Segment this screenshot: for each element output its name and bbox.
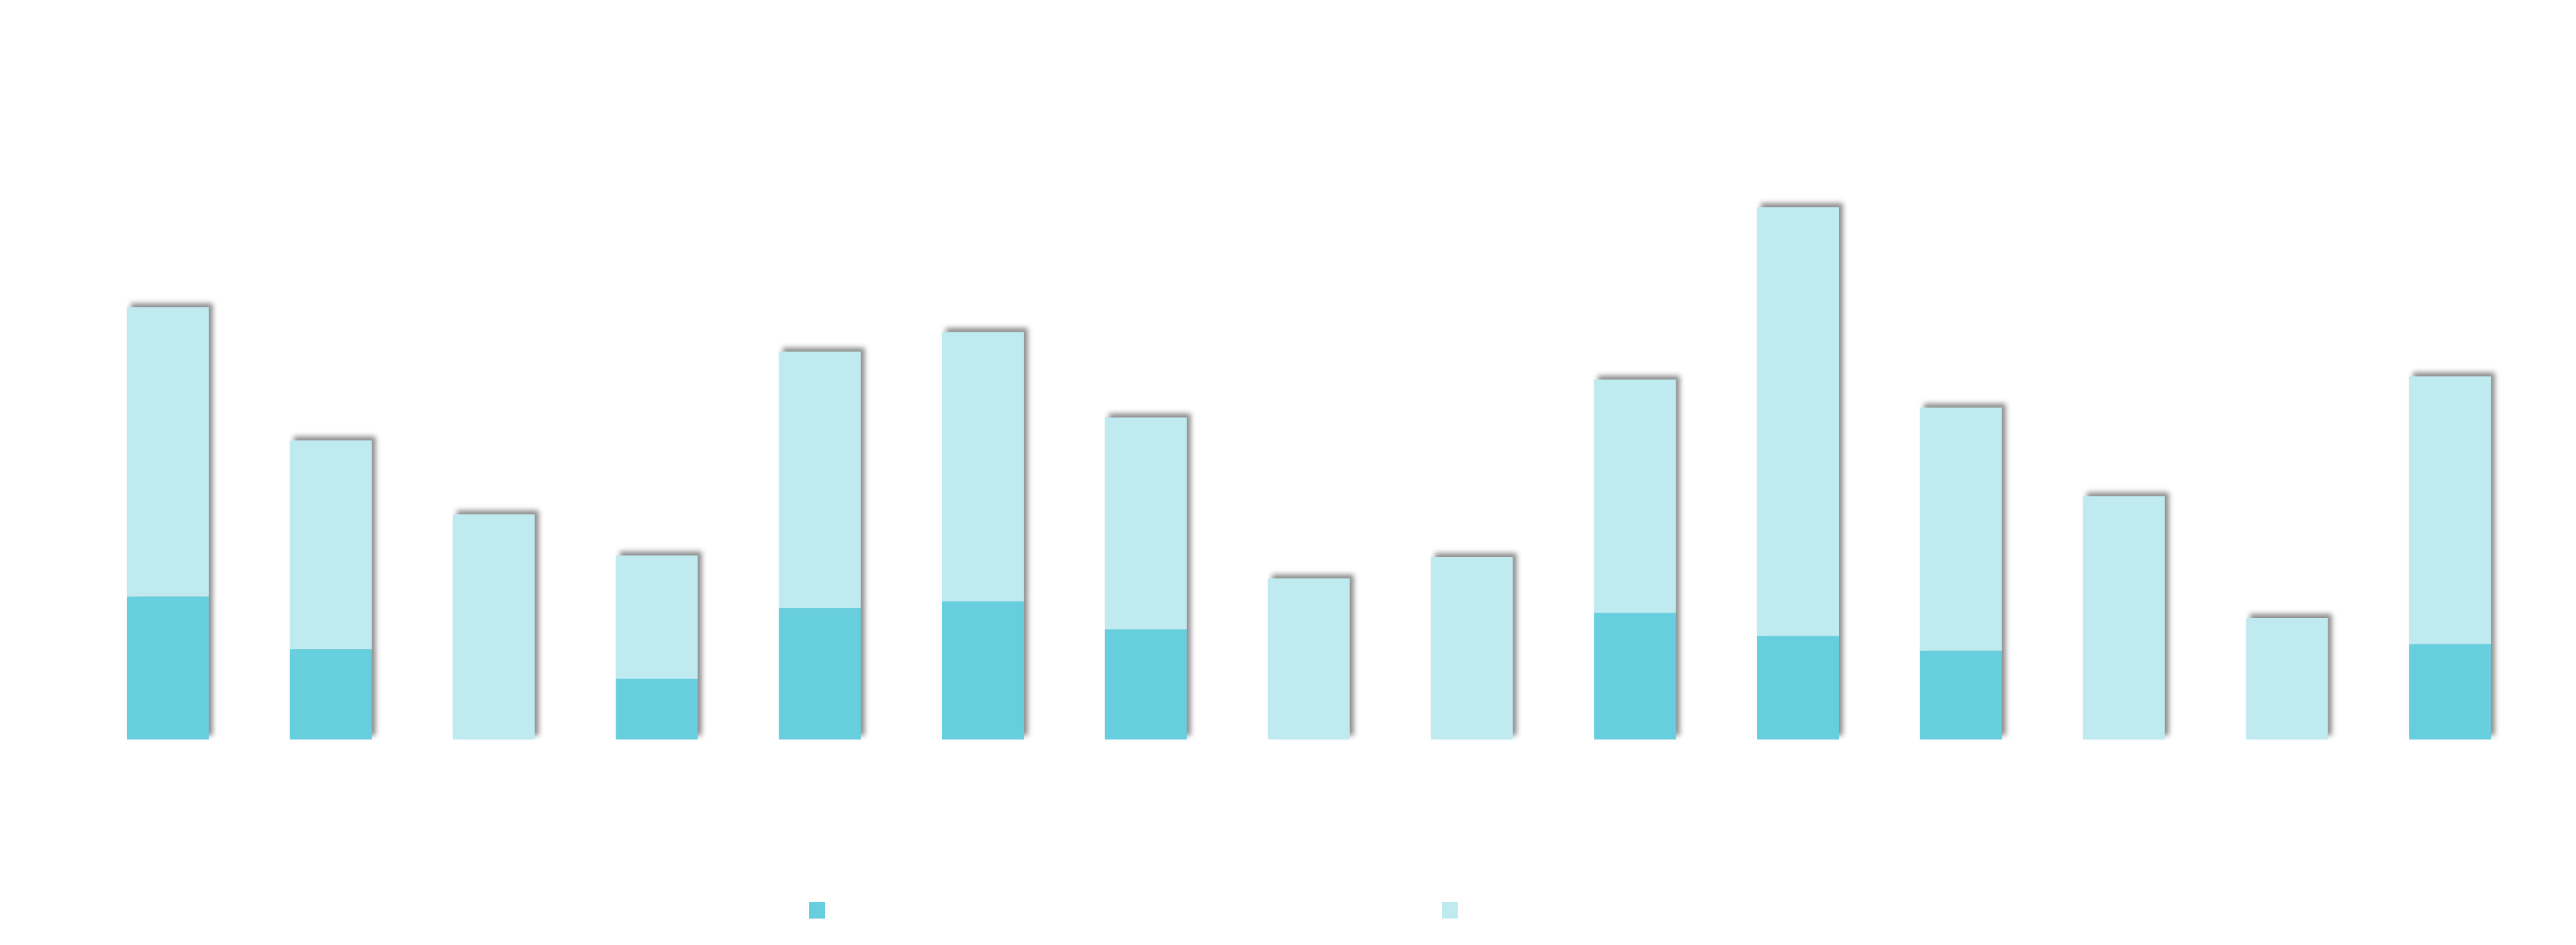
- bar-stack-4: [616, 555, 698, 739]
- bar-stack-15: [2409, 376, 2491, 739]
- bar-stack-7: [1104, 417, 1187, 739]
- bar-segment-series-2-6: [942, 332, 1024, 602]
- bar-segment-series-2-1: [127, 307, 209, 597]
- bar-segment-series-2-12: [1919, 407, 2002, 651]
- bar-stack-11: [1757, 207, 1839, 739]
- bar-segment-series-1-6: [942, 601, 1024, 739]
- legend-marker-series-1: [809, 902, 825, 919]
- bars-group: [127, 207, 2491, 739]
- bar-segment-series-2-13: [2083, 496, 2165, 739]
- bar-stack-1: [127, 307, 209, 739]
- bar-segment-series-1-11: [1757, 636, 1839, 739]
- bar-segment-series-1-12: [1919, 650, 2002, 739]
- bar-segment-series-2-11: [1757, 207, 1839, 636]
- bar-stack-8: [1268, 578, 1350, 739]
- legend-marker-series-2: [1442, 902, 1458, 919]
- bar-segment-series-2-9: [1431, 556, 1513, 739]
- bar-stack-9: [1431, 556, 1513, 739]
- bar-segment-series-1-7: [1104, 629, 1187, 739]
- bar-segment-series-1-5: [779, 608, 861, 739]
- bar-segment-series-2-7: [1104, 417, 1187, 630]
- bar-segment-series-1-10: [1594, 613, 1676, 739]
- bar-stack-5: [779, 352, 861, 739]
- bar-stack-14: [2246, 617, 2328, 739]
- bar-segment-series-1-4: [616, 678, 698, 739]
- bar-segment-series-2-14: [2246, 617, 2328, 739]
- bar-stack-10: [1594, 379, 1676, 739]
- bar-stack-13: [2083, 496, 2165, 739]
- bar-segment-series-2-3: [452, 514, 535, 739]
- bar-stack-6: [942, 332, 1024, 739]
- bar-stack-3: [452, 514, 535, 739]
- bar-segment-series-2-8: [1268, 578, 1350, 739]
- bar-stack-12: [1919, 407, 2002, 739]
- bar-segment-series-2-4: [616, 555, 698, 679]
- bar-stack-2: [289, 440, 372, 739]
- bar-segment-series-2-15: [2409, 376, 2491, 644]
- bar-segment-series-1-15: [2409, 644, 2491, 739]
- bar-segment-series-1-1: [127, 596, 209, 739]
- legend: [809, 902, 1458, 919]
- bar-segment-series-2-5: [779, 352, 861, 609]
- bar-segment-series-2-10: [1594, 379, 1676, 613]
- bar-segment-series-1-2: [289, 649, 372, 739]
- bar-segment-series-2-2: [289, 440, 372, 650]
